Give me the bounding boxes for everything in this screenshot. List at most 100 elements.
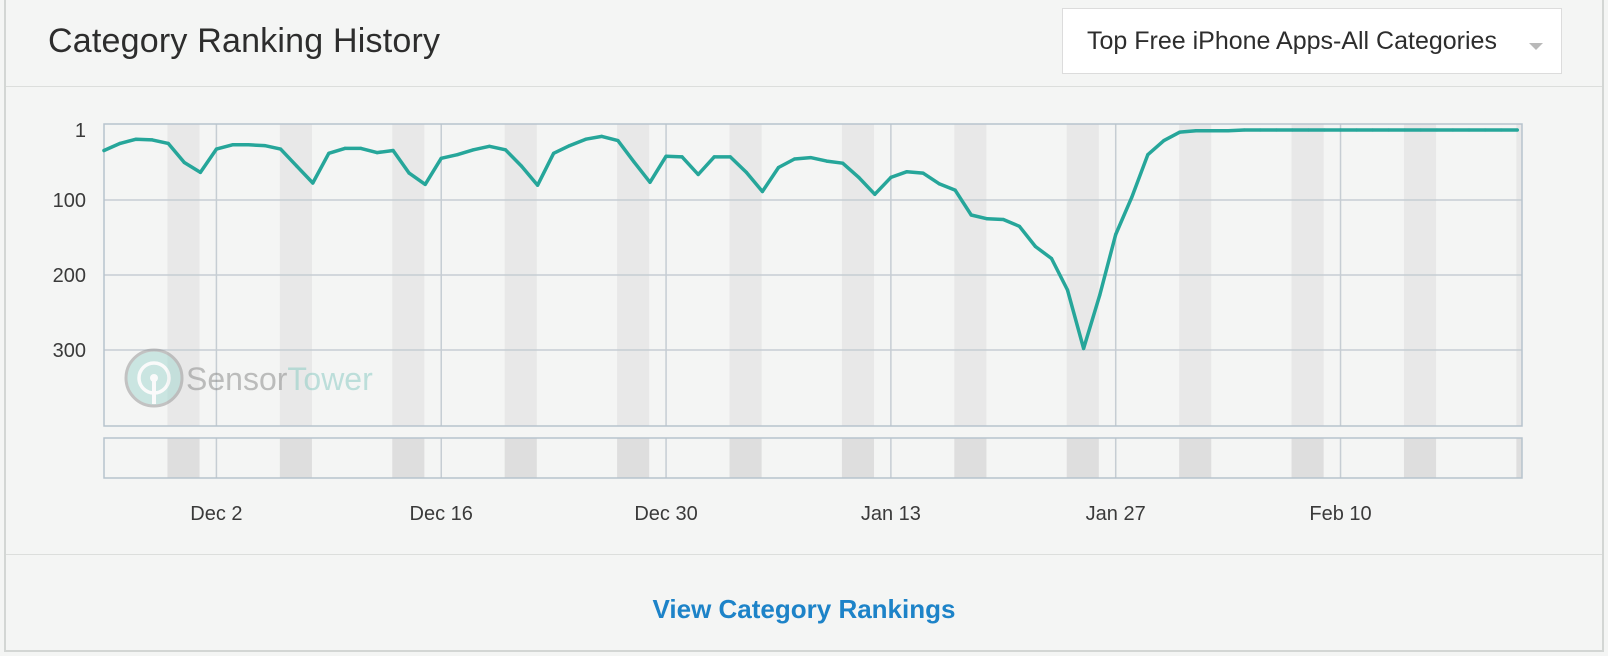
data-point <box>680 155 684 159</box>
data-point <box>359 146 363 150</box>
data-point <box>632 160 636 164</box>
navigator-frame <box>103 437 1523 479</box>
watermark-brand-part2: Tower <box>287 361 373 397</box>
navigator-weekend-band <box>729 438 762 478</box>
data-point <box>664 154 668 158</box>
navigator-weekend-bands <box>167 438 1522 478</box>
data-point <box>1499 128 1503 132</box>
data-point <box>809 156 813 160</box>
data-point <box>519 164 524 168</box>
data-point <box>728 155 732 159</box>
navigator-weekend-band <box>841 438 875 478</box>
data-point <box>198 170 202 174</box>
data-point <box>841 161 845 165</box>
data-point <box>1451 128 1455 132</box>
navigator-weekend-band <box>279 438 312 478</box>
data-point <box>1387 128 1391 132</box>
navigator-weekend-band <box>1403 438 1437 478</box>
data-point <box>1210 129 1214 133</box>
data-point <box>776 165 781 170</box>
dropdown-selected-value: Top Free iPhone Apps-All Categories <box>1087 27 1497 55</box>
data-point <box>568 144 572 148</box>
data-point <box>600 134 604 138</box>
data-point <box>1098 293 1102 297</box>
data-point <box>134 137 138 141</box>
data-point <box>407 171 411 175</box>
data-point <box>1306 128 1310 132</box>
data-point <box>825 159 829 163</box>
data-point <box>343 146 347 150</box>
data-point <box>1114 232 1118 237</box>
x-tick-label: Jan 13 <box>861 503 921 525</box>
data-point <box>905 170 909 174</box>
data-point <box>744 170 749 174</box>
y-tick-label: 100 <box>53 190 86 212</box>
data-point <box>455 153 459 157</box>
y-axis-tick-labels: 1 100 200 300 <box>53 120 86 362</box>
navigator-weekend-band <box>1516 438 1522 478</box>
data-point <box>439 156 443 160</box>
category-ranking-panel: Category Ranking History Top Free iPhone… <box>4 0 1604 652</box>
sensor-tower-logo-icon <box>124 348 184 408</box>
header-divider <box>6 86 1602 87</box>
data-point <box>1001 217 1005 222</box>
data-point <box>712 155 716 159</box>
data-point <box>1355 128 1359 132</box>
data-point <box>889 175 893 179</box>
navigator-weekend-band <box>504 438 537 478</box>
data-point <box>423 182 427 186</box>
navigator-weekend-band <box>1066 438 1099 478</box>
data-point <box>327 151 331 155</box>
data-point <box>375 151 379 155</box>
navigator-weekend-band <box>392 438 425 478</box>
data-point <box>1194 129 1198 133</box>
navigator-weekend-band <box>1291 438 1324 478</box>
data-point <box>1242 128 1246 132</box>
panel-title: Category Ranking History <box>48 22 441 60</box>
data-point <box>102 148 106 153</box>
x-axis-tick-labels: Dec 2 Dec 16 Dec 30 Jan 13 Jan 27 Feb 10 <box>190 503 1371 525</box>
data-point <box>648 180 652 184</box>
data-point <box>487 144 491 148</box>
data-point <box>1178 130 1182 134</box>
footer-divider <box>6 554 1602 555</box>
x-tick-label: Dec 2 <box>190 503 242 525</box>
data-point <box>391 148 395 153</box>
data-point <box>873 192 877 196</box>
navigator-weekend-band <box>954 438 987 478</box>
data-point <box>1065 288 1070 292</box>
view-category-rankings-link[interactable]: View Category Rankings <box>652 594 956 624</box>
svg-text:SensorTower: SensorTower <box>186 361 373 397</box>
data-point <box>760 189 765 194</box>
data-point <box>295 164 299 168</box>
data-point <box>1322 128 1327 132</box>
data-point <box>1146 153 1150 157</box>
data-point <box>230 143 235 147</box>
data-point <box>1467 128 1471 132</box>
data-point <box>536 183 540 187</box>
data-point <box>1082 346 1086 351</box>
data-point <box>953 188 957 192</box>
ranking-chart[interactable]: SensorTower 1 100 200 300 Dec 2 Dec 16 Dec 30… <box>6 0 1602 560</box>
data-point <box>937 182 941 186</box>
data-point <box>1338 128 1343 132</box>
data-point <box>1017 224 1022 228</box>
y-tick-label: 300 <box>53 340 86 362</box>
data-point <box>1435 128 1439 132</box>
chart-type-dropdown[interactable]: Top Free iPhone Apps-All Categories <box>1062 8 1562 74</box>
data-point <box>985 217 989 221</box>
x-tick-label: Feb 10 <box>1309 503 1371 525</box>
data-point <box>503 148 508 152</box>
ranking-data-points <box>102 128 1519 351</box>
data-point <box>246 143 251 147</box>
data-point <box>166 141 170 145</box>
data-point <box>792 157 797 161</box>
chevron-down-icon <box>1529 43 1543 50</box>
data-point <box>214 147 218 151</box>
data-point <box>1483 128 1487 132</box>
data-point <box>471 148 475 152</box>
navigator-weekend-band <box>617 438 650 478</box>
data-point <box>1274 128 1278 132</box>
x-tick-label: Jan 27 <box>1086 503 1146 525</box>
x-tick-label: Dec 16 <box>410 503 473 525</box>
